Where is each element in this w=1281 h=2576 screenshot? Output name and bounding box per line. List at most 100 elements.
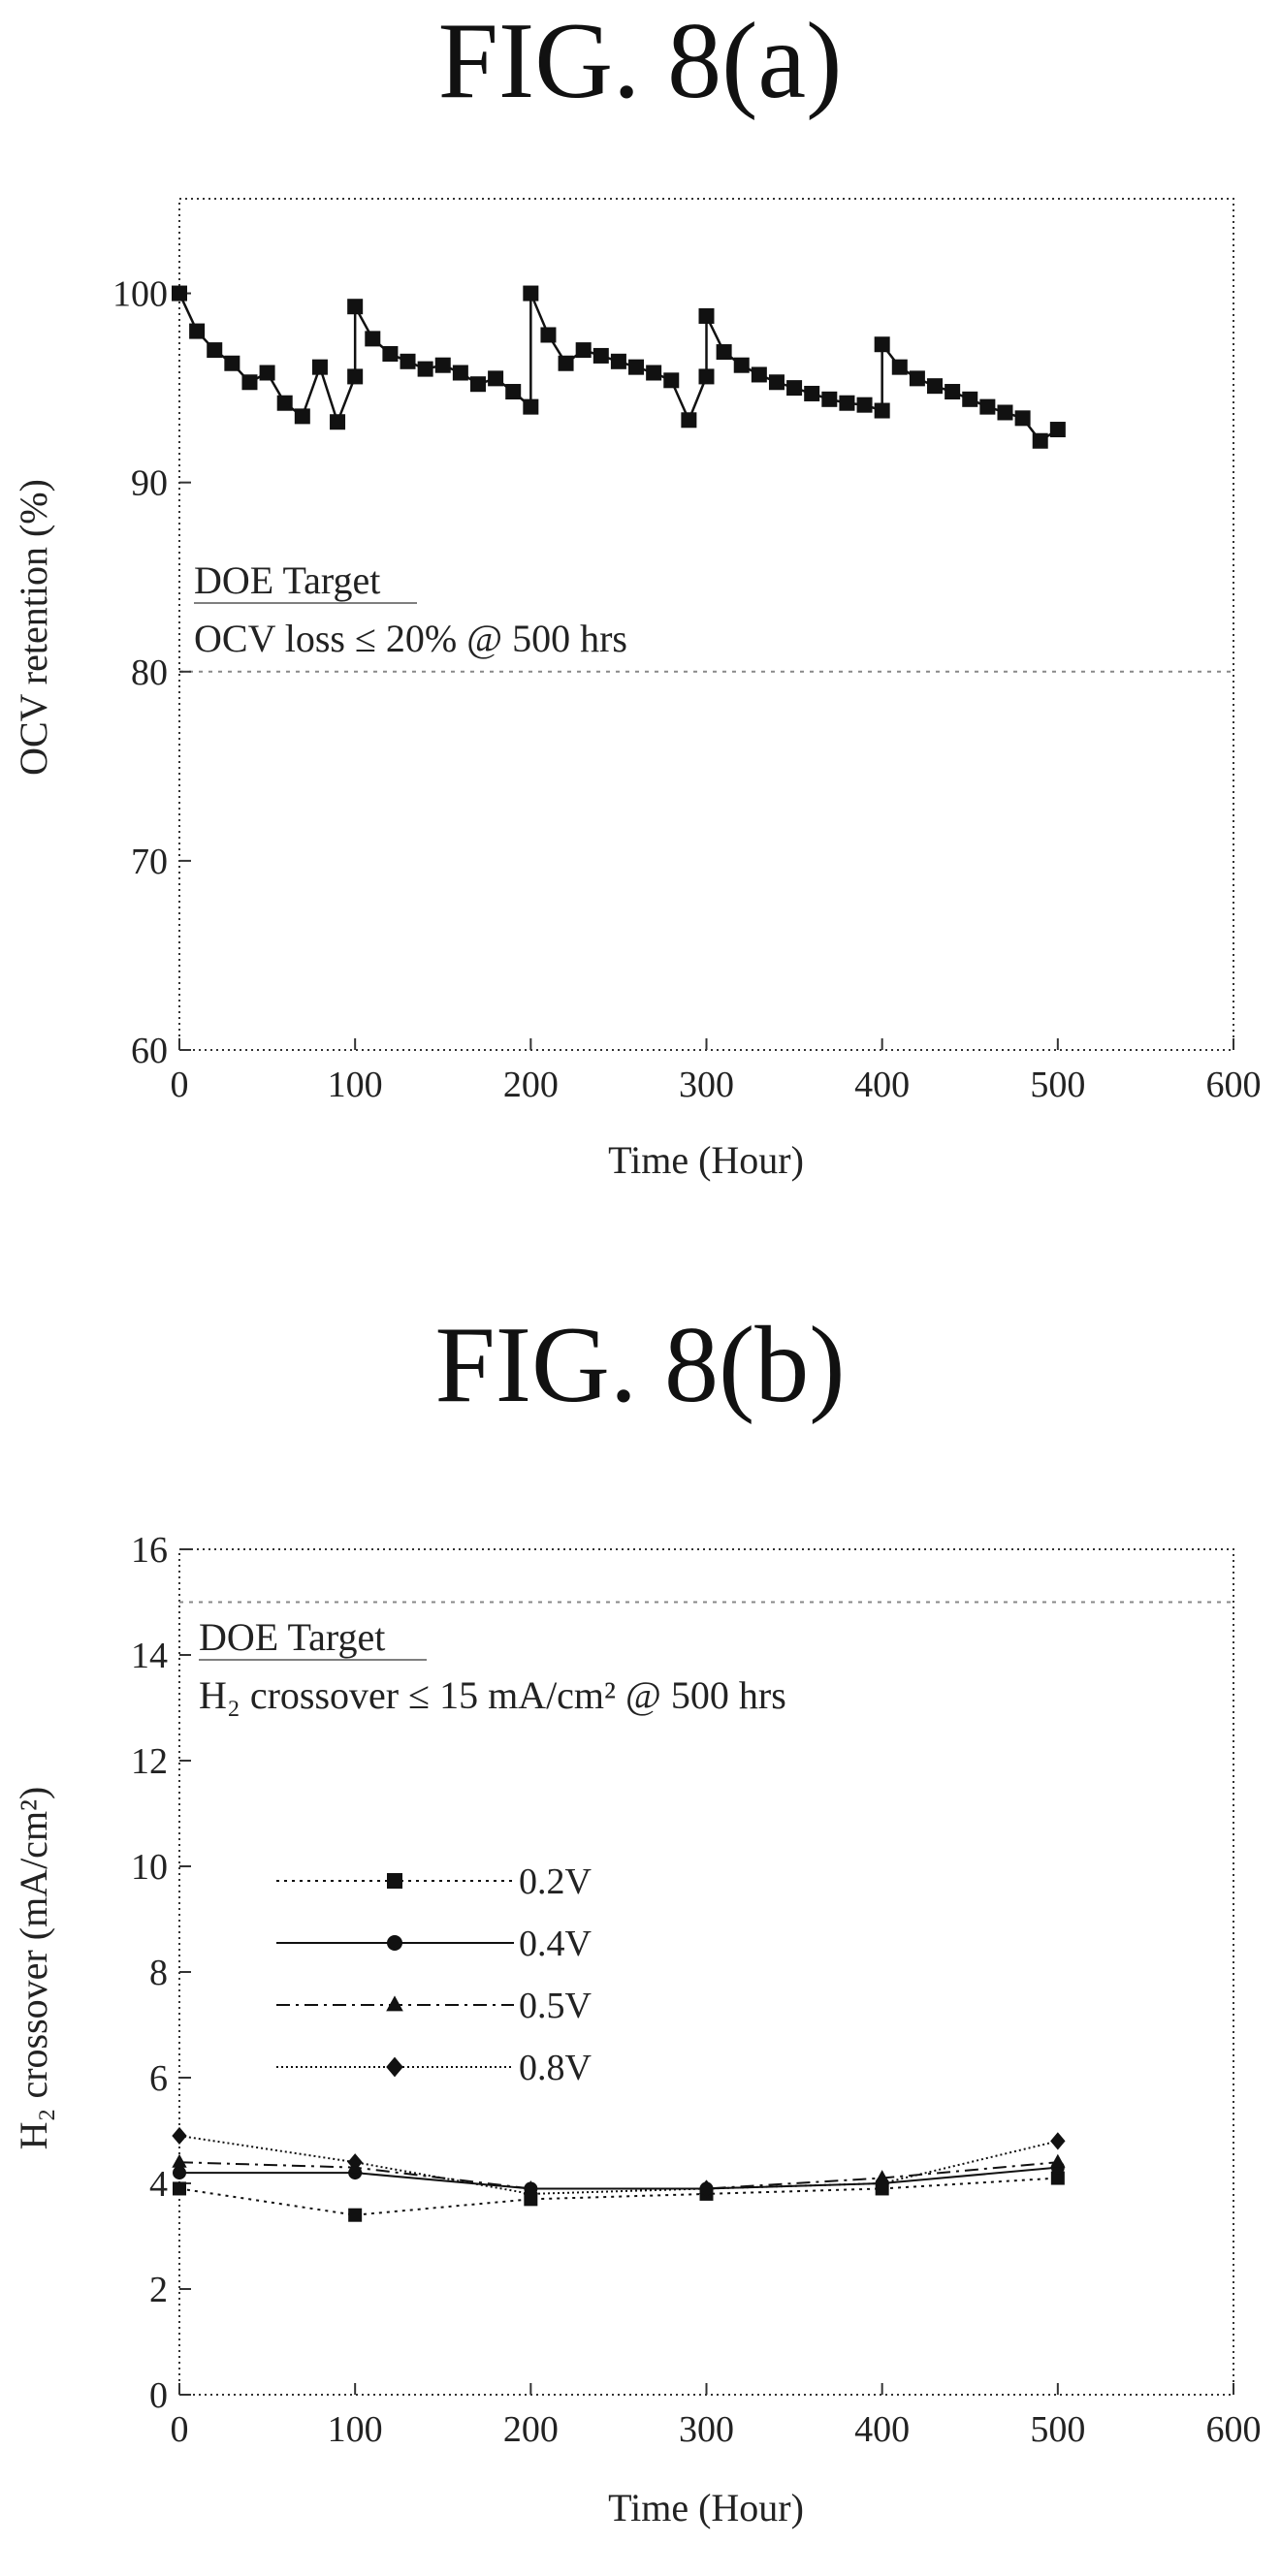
chart-a-data-point — [628, 359, 645, 375]
chart-a-xtick-label: 100 — [328, 1065, 383, 1105]
chart-b-legend-label: 0.8V — [519, 2048, 592, 2088]
chart-b-legend-marker — [386, 2056, 403, 2078]
chart-a-xtick-label: 300 — [679, 1065, 734, 1105]
chart-b-ytick-label: 8 — [149, 1953, 168, 1993]
chart-b-ytick-label: 6 — [149, 2058, 168, 2099]
chart-a-data-point — [558, 355, 574, 371]
chart-b-data-point-0.2V — [173, 2181, 186, 2196]
chart-b-data-point-0.8V — [874, 2174, 890, 2193]
chart-a-data-point — [172, 285, 187, 302]
chart-b-series-line-0.2V — [178, 2177, 1058, 2216]
chart-a-data-point — [241, 374, 258, 391]
chart-b-xtick-label: 400 — [854, 2409, 910, 2450]
chart-a-data-point — [400, 353, 416, 369]
chart-a-xtick-label: 200 — [503, 1065, 559, 1105]
chart-a-data-point — [962, 391, 978, 407]
chart-a-data-point — [874, 402, 890, 419]
chart-b-ytick-label: 16 — [131, 1530, 168, 1571]
chart-a-xlabel: Time (Hour) — [608, 1138, 804, 1182]
chart-a-ytick-label: 60 — [131, 1031, 168, 1071]
chart-a-data-point — [488, 370, 504, 387]
chart-a-ytick-label: 90 — [131, 463, 168, 504]
chart-a-data-point — [259, 365, 275, 381]
chart-b-series-line-0.5V — [178, 2161, 1058, 2190]
chart-a-data-point — [452, 365, 468, 381]
chart-a-data-point — [681, 412, 697, 429]
chart-a-data-point — [979, 398, 996, 415]
chart-a-data-point — [804, 385, 820, 401]
chart-a-data-point — [294, 408, 310, 425]
chart-a-data-point — [505, 384, 522, 400]
chart-a-data-point — [733, 357, 750, 373]
chart-a-annotation-title: DOE Target — [194, 558, 380, 602]
chart-a-ylabel: OCV retention (%) — [12, 479, 55, 776]
chart-b-xtick-label: 500 — [1030, 2409, 1085, 2450]
chart-a-data-point — [856, 397, 873, 413]
chart-a-data-point — [575, 342, 592, 359]
chart-a-data-point — [382, 345, 399, 362]
chart-b-data-point-0.5V — [1050, 2153, 1066, 2168]
chart-a-data-point — [997, 404, 1013, 421]
chart-b-data-point-0.4V — [173, 2166, 186, 2180]
chart-b-ytick-label: 4 — [149, 2164, 168, 2205]
chart-b-data-point-0.8V — [523, 2184, 539, 2203]
chart-a-data-point — [821, 391, 838, 407]
chart-a-data-point — [874, 336, 890, 353]
chart-b-xtick-label: 300 — [679, 2409, 734, 2450]
chart-a-data-point — [469, 376, 486, 393]
chart-a-data-point — [927, 378, 944, 395]
chart-b-ylabel: H₂ crossover (mA/cm²) — [12, 1787, 55, 2150]
chart-a-xtick-label: 500 — [1030, 1065, 1085, 1105]
chart-a-annotation-text: OCV loss ≤ 20% @ 500 hrs — [194, 617, 627, 660]
chart-a-data-point — [646, 365, 662, 381]
chart-b-legend-marker — [387, 1873, 402, 1889]
chart-a-data-point — [891, 359, 908, 375]
figure-b-title: FIG. 8(b) — [434, 1305, 845, 1425]
chart-b-xtick-label: 200 — [503, 2409, 559, 2450]
chart-a-data-point — [189, 323, 206, 339]
chart-b-legend-label: 0.2V — [519, 1861, 592, 1902]
chart-b-series-line-0.4V — [179, 2166, 1058, 2190]
chart-b-ytick-label: 14 — [131, 1636, 168, 1676]
chart-b-series-line-0.8V — [178, 2134, 1059, 2195]
chart-a-ytick-label: 80 — [131, 652, 168, 693]
chart-a-data-point — [417, 361, 433, 377]
chart-a-data-point — [311, 359, 328, 375]
chart-a-data-point — [434, 357, 451, 373]
chart-a-xtick-label: 400 — [854, 1065, 910, 1105]
chart-a-data-point — [224, 355, 240, 371]
chart-a-data-point — [347, 368, 364, 385]
chart-a-data-point — [207, 342, 223, 359]
chart-b-legend-label: 0.5V — [519, 1986, 592, 2026]
chart-a-data-point — [786, 380, 803, 397]
chart-a-xtick-label: 600 — [1206, 1065, 1262, 1105]
chart-a-data-point — [365, 331, 381, 347]
chart-b-legend-marker — [387, 1935, 402, 1951]
chart-b-annotation-title: DOE Target — [199, 1615, 385, 1659]
chart-a: DOE Target OCV loss ≤ 20% @ 500 hrs OCV … — [12, 198, 1262, 1182]
chart-b-ytick-label: 0 — [149, 2375, 168, 2416]
chart-a-data-point — [751, 366, 767, 383]
chart-b-data-point-0.8V — [172, 2126, 187, 2146]
chart-a-ytick-label: 70 — [131, 842, 168, 882]
chart-a-data-point — [1049, 422, 1066, 438]
chart-b-legend-label: 0.4V — [519, 1924, 592, 1964]
chart-a-data-point — [523, 398, 539, 415]
chart-a-data-point — [698, 307, 715, 324]
chart-b-annotation-text: H₂ crossover ≤ 15 mA/cm² @ 500 hrs — [199, 1673, 786, 1717]
chart-b-ytick-label: 10 — [131, 1847, 168, 1888]
chart-b-data-point-0.8V — [698, 2179, 715, 2198]
chart-a-data-point — [663, 372, 680, 389]
chart-b-xlabel: Time (Hour) — [608, 2486, 804, 2529]
chart-b-xtick-label: 600 — [1206, 2409, 1262, 2450]
chart-b-ytick-label: 2 — [149, 2270, 168, 2310]
chart-a-data-point — [523, 285, 539, 302]
chart-b-xtick-label: 100 — [328, 2409, 383, 2450]
chart-a-data-point — [276, 395, 293, 411]
chart-a-data-point — [839, 395, 855, 411]
chart-b-data-point-0.5V — [172, 2153, 187, 2168]
chart-b-data-point-0.2V — [348, 2208, 363, 2222]
chart-a-data-point — [540, 327, 557, 343]
chart-b: DOE Target H₂ crossover ≤ 15 mA/cm² @ 50… — [12, 1530, 1262, 2529]
